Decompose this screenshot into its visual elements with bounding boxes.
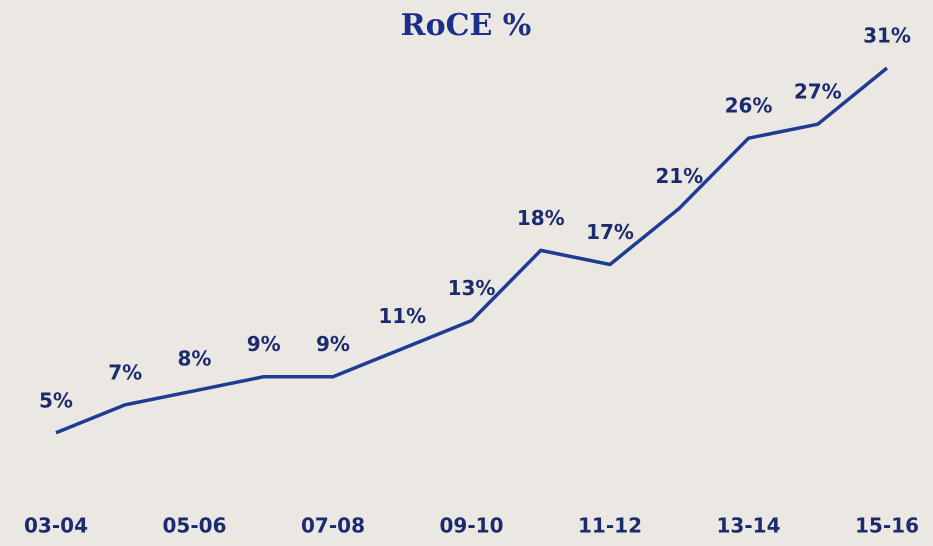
x-tick-label: 07-08 xyxy=(301,514,365,538)
data-label: 13% xyxy=(448,276,496,300)
data-label: 9% xyxy=(247,332,281,356)
data-label: 8% xyxy=(178,346,212,370)
chart-title: RoCE % xyxy=(401,8,532,43)
x-tick-label: 05-06 xyxy=(163,514,227,538)
data-label: 31% xyxy=(863,24,911,48)
data-label: 21% xyxy=(655,164,703,188)
data-label: 27% xyxy=(794,80,842,104)
x-tick-label: 09-10 xyxy=(440,514,504,538)
data-label: 26% xyxy=(725,94,773,118)
x-tick-label: 15-16 xyxy=(855,514,919,538)
data-label: 11% xyxy=(378,304,426,328)
x-tick-label: 03-04 xyxy=(24,514,88,538)
data-label: 5% xyxy=(39,388,73,412)
line xyxy=(55,66,889,435)
x-tick-label: 13-14 xyxy=(717,514,781,538)
data-label: 9% xyxy=(316,332,350,356)
data-label: 17% xyxy=(586,220,634,244)
data-label: 7% xyxy=(108,360,142,384)
data-label: 18% xyxy=(517,206,565,230)
x-tick-label: 11-12 xyxy=(578,514,642,538)
